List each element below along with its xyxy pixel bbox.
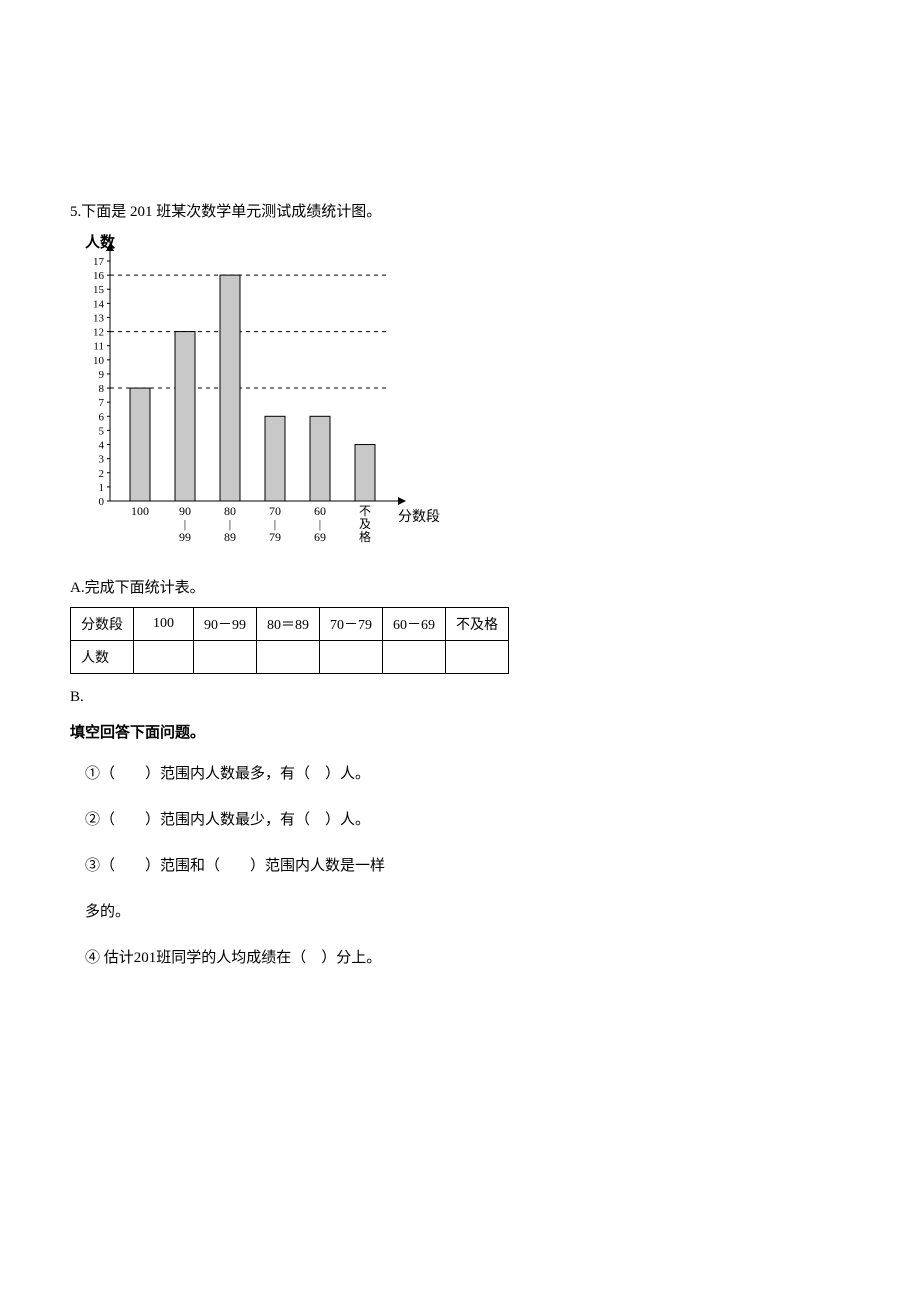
svg-text:90: 90 <box>179 504 191 518</box>
question-3: ③（ ）范围和（ ）范围内人数是一样 <box>70 854 850 875</box>
question-2: ②（ ）范围内人数最少，有（ ）人。 <box>70 808 850 829</box>
chart-svg: 1716151413121110987654321010090|9980|897… <box>70 241 430 571</box>
svg-text:11: 11 <box>93 341 104 353</box>
svg-text:|: | <box>319 517 321 531</box>
table-header-cell: 不及格 <box>446 608 509 641</box>
table-cell <box>383 641 446 674</box>
svg-text:0: 0 <box>99 496 105 508</box>
svg-text:60: 60 <box>314 504 326 518</box>
svg-text:12: 12 <box>93 327 104 339</box>
svg-text:99: 99 <box>179 530 191 544</box>
table-cell <box>257 641 320 674</box>
table-header-cell: 80＝89 <box>257 608 320 641</box>
table-data-row: 人数 <box>71 641 509 674</box>
section-b-label: B. <box>70 689 850 706</box>
svg-text:79: 79 <box>269 530 281 544</box>
question-3b: 多的。 <box>70 900 850 921</box>
svg-text:|: | <box>274 517 276 531</box>
svg-text:10: 10 <box>93 355 105 367</box>
table-cell <box>320 641 383 674</box>
svg-text:4: 4 <box>99 440 105 452</box>
table-header-cell: 100 <box>134 608 194 641</box>
svg-text:格: 格 <box>359 529 371 544</box>
table-row-header: 人数 <box>71 641 134 674</box>
svg-text:2: 2 <box>99 468 105 480</box>
table-header-cell: 70－79 <box>320 608 383 641</box>
table-header-cell: 90－99 <box>194 608 257 641</box>
svg-text:1: 1 <box>99 482 105 494</box>
svg-text:9: 9 <box>99 369 105 381</box>
table-header-cell: 60－69 <box>383 608 446 641</box>
problem-title: 5.下面是 201 班某次数学单元测试成绩统计图。 <box>70 200 850 221</box>
table-cell <box>134 641 194 674</box>
svg-text:89: 89 <box>224 530 236 544</box>
svg-text:7: 7 <box>99 397 105 409</box>
svg-text:13: 13 <box>93 312 105 324</box>
svg-text:70: 70 <box>269 504 281 518</box>
svg-text:|: | <box>184 517 186 531</box>
svg-text:8: 8 <box>99 383 105 395</box>
svg-text:|: | <box>229 517 231 531</box>
svg-text:3: 3 <box>99 454 105 466</box>
bar-chart: 人数 分数段 1716151413121110987654321010090|9… <box>70 231 430 571</box>
table-cell <box>194 641 257 674</box>
fill-blank-heading: 填空回答下面问题。 <box>70 721 850 742</box>
svg-text:5: 5 <box>99 425 105 437</box>
section-a-label: A.完成下面统计表。 <box>70 576 850 597</box>
stats-table: 分数段10090－9980＝8970－7960－69不及格 人数 <box>70 607 509 674</box>
svg-text:17: 17 <box>93 256 105 268</box>
svg-text:不: 不 <box>359 504 371 518</box>
svg-text:69: 69 <box>314 530 326 544</box>
svg-text:100: 100 <box>131 504 149 518</box>
svg-text:6: 6 <box>99 411 105 423</box>
question-1: ①（ ）范围内人数最多，有（ ）人。 <box>70 762 850 783</box>
table-cell <box>446 641 509 674</box>
svg-text:14: 14 <box>93 298 105 310</box>
table-header-cell: 分数段 <box>71 608 134 641</box>
question-4: ④ 估计201班同学的人均成绩在（ ）分上。 <box>70 946 850 967</box>
svg-text:80: 80 <box>224 504 236 518</box>
svg-text:16: 16 <box>93 270 105 282</box>
table-header-row: 分数段10090－9980＝8970－7960－69不及格 <box>71 608 509 641</box>
svg-text:及: 及 <box>359 517 371 531</box>
svg-text:15: 15 <box>93 284 105 296</box>
